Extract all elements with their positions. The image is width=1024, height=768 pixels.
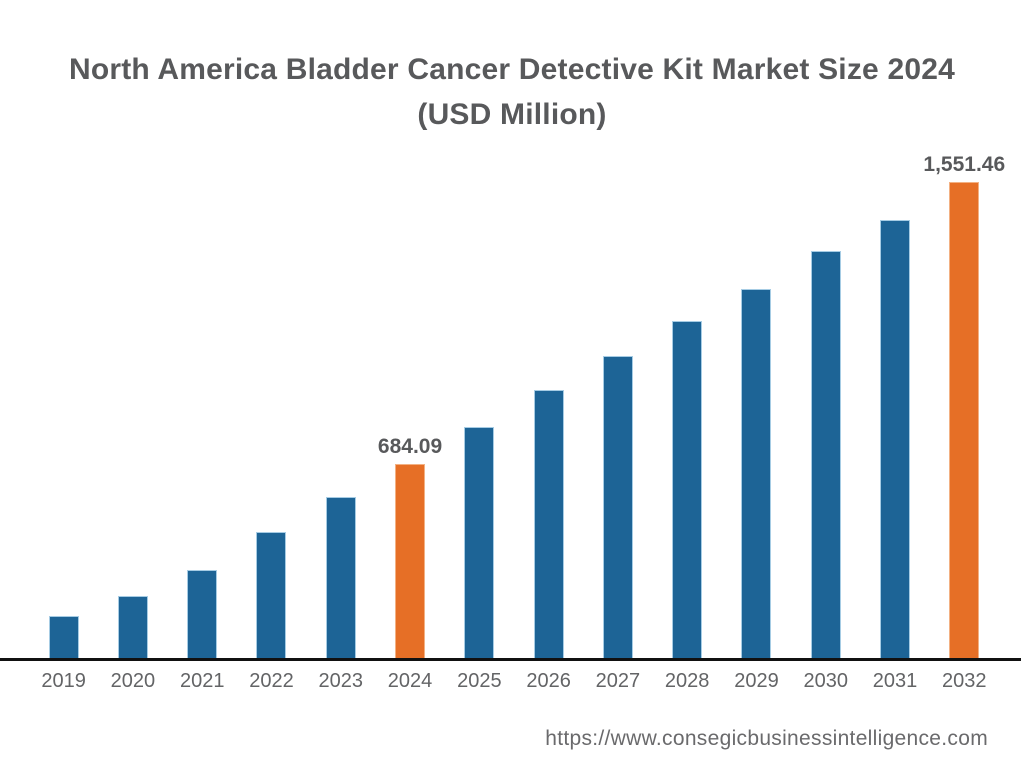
bar-slot-2031 (860, 78, 929, 658)
x-tick-2026: 2026 (526, 670, 571, 692)
x-tick-2031: 2031 (872, 670, 918, 692)
chart-title: North America Bladder Cancer Detective K… (0, 47, 1024, 137)
bar-2026 (533, 390, 564, 658)
x-tick-2032: 2032 (942, 670, 987, 692)
x-tick-2024: 2024 (387, 670, 433, 692)
bar-2025 (464, 427, 495, 658)
x-tick-2029: 2029 (734, 670, 779, 692)
plot-area: 684.09 1,551.46 (29, 78, 1005, 658)
bar-2027 (602, 356, 633, 658)
x-axis-line (0, 658, 1021, 661)
bar-2021 (187, 570, 218, 658)
bar-2030 (810, 251, 841, 658)
chart-title-line1: North America Bladder Cancer Detective K… (68, 53, 956, 86)
bar-2020 (117, 596, 148, 658)
bar-slot-2024: 684.09 (375, 78, 444, 658)
bar-slot-2028 (653, 78, 722, 658)
bar-value-label-2032: 1,551.46 (923, 153, 1006, 176)
bar-slot-2026 (514, 78, 583, 658)
bar-slot-2023 (306, 78, 375, 658)
x-tick-2023: 2023 (318, 670, 364, 692)
bar-slot-2020 (98, 78, 167, 658)
x-tick-2027: 2027 (595, 670, 641, 692)
bar-slot-2032: 1,551.46 (923, 78, 1005, 658)
bar-slot-2025 (445, 78, 514, 658)
bar-2032: 1,551.46 (923, 153, 1005, 658)
bar-2031 (880, 220, 911, 658)
bar-slot-2021 (168, 78, 237, 658)
chart-title-line2: (USD Million) (417, 98, 607, 131)
bar-value-label-2024: 684.09 (377, 435, 443, 458)
x-tick-2030: 2030 (803, 670, 848, 692)
bar-2024: 684.09 (378, 435, 442, 658)
x-tick-2021: 2021 (179, 670, 225, 692)
x-tick-2028: 2028 (664, 670, 710, 692)
bar-slot-2029 (722, 78, 791, 658)
source-url: https://www.consegicbusinessintelligence… (545, 727, 988, 750)
x-tick-2022: 2022 (249, 670, 294, 692)
x-tick-2025: 2025 (457, 670, 502, 692)
x-tick-2019: 2019 (41, 670, 86, 692)
bar-slot-2022 (237, 78, 306, 658)
bar-slot-2030 (791, 78, 860, 658)
bar-slot-2027 (583, 78, 652, 658)
bar-2019 (48, 616, 79, 658)
x-axis-ticks: 2019 2020 2021 2022 2023 2024 2025 2026 2027 2028… (29, 670, 999, 693)
bar-2022 (256, 532, 287, 658)
x-tick-2020: 2020 (110, 670, 156, 692)
bar-2023 (325, 497, 356, 658)
bar-2029 (741, 289, 772, 658)
bar-slot-2019 (29, 78, 98, 658)
bar-2028 (672, 321, 703, 658)
